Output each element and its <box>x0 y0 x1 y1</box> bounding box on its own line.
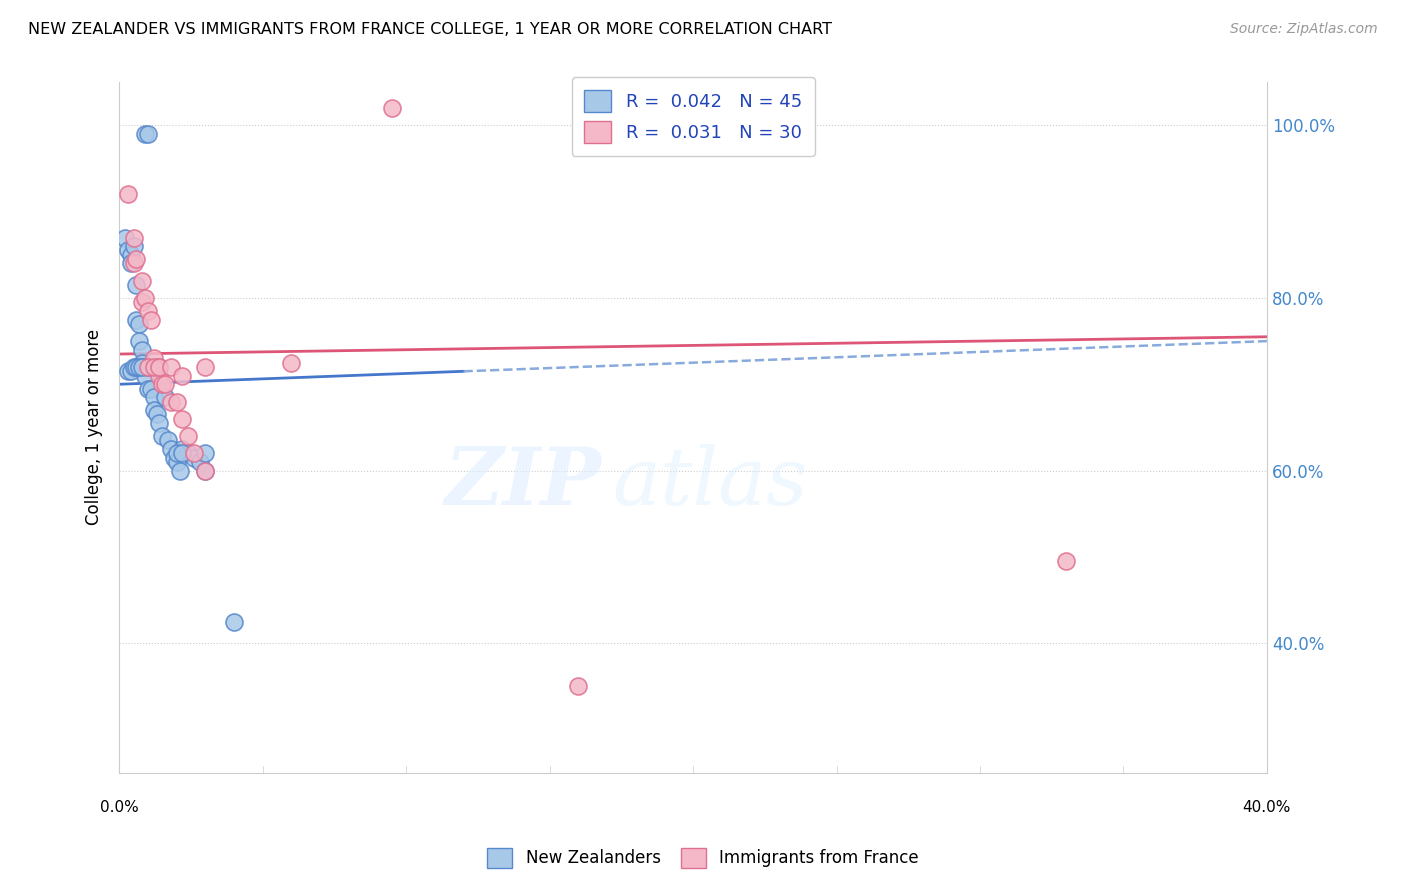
Point <box>134 368 156 383</box>
Point <box>125 312 148 326</box>
Point <box>172 442 194 456</box>
Point <box>114 230 136 244</box>
Point <box>148 416 170 430</box>
Point <box>169 464 191 478</box>
Point <box>128 317 150 331</box>
Point <box>194 359 217 374</box>
Point <box>148 359 170 374</box>
Point <box>163 450 186 465</box>
Point <box>134 127 156 141</box>
Point <box>142 351 165 366</box>
Point <box>125 359 148 374</box>
Point <box>122 256 145 270</box>
Point <box>148 359 170 374</box>
Point <box>142 359 165 374</box>
Point <box>194 446 217 460</box>
Point <box>157 434 180 448</box>
Point <box>177 446 200 460</box>
Text: 40.0%: 40.0% <box>1243 799 1291 814</box>
Point <box>166 394 188 409</box>
Point <box>160 359 183 374</box>
Y-axis label: College, 1 year or more: College, 1 year or more <box>86 329 103 525</box>
Text: Source: ZipAtlas.com: Source: ZipAtlas.com <box>1230 22 1378 37</box>
Point <box>172 411 194 425</box>
Point <box>131 359 153 374</box>
Point <box>150 377 173 392</box>
Point <box>136 359 159 374</box>
Point <box>172 446 194 460</box>
Point <box>131 274 153 288</box>
Point <box>139 382 162 396</box>
Point <box>122 239 145 253</box>
Point <box>131 343 153 357</box>
Point <box>117 364 139 378</box>
Point <box>153 390 176 404</box>
Point <box>172 368 194 383</box>
Point <box>139 312 162 326</box>
Point <box>1054 554 1077 568</box>
Point <box>145 408 167 422</box>
Point <box>148 368 170 383</box>
Point <box>280 356 302 370</box>
Text: atlas: atlas <box>613 444 808 522</box>
Point <box>122 230 145 244</box>
Text: 0.0%: 0.0% <box>100 799 139 814</box>
Point <box>134 359 156 374</box>
Legend: New Zealanders, Immigrants from France: New Zealanders, Immigrants from France <box>481 841 925 875</box>
Point <box>131 356 153 370</box>
Point <box>381 101 404 115</box>
Point <box>183 450 205 465</box>
Point <box>134 291 156 305</box>
Point <box>122 359 145 374</box>
Point <box>136 359 159 374</box>
Point <box>160 442 183 456</box>
Point <box>136 382 159 396</box>
Point <box>120 256 142 270</box>
Point <box>125 252 148 266</box>
Point <box>136 127 159 141</box>
Point <box>125 277 148 292</box>
Point <box>177 429 200 443</box>
Point <box>142 390 165 404</box>
Point <box>183 446 205 460</box>
Point <box>166 446 188 460</box>
Legend: R =  0.042   N = 45, R =  0.031   N = 30: R = 0.042 N = 45, R = 0.031 N = 30 <box>572 78 814 156</box>
Point <box>128 359 150 374</box>
Point <box>150 429 173 443</box>
Point <box>128 334 150 348</box>
Point <box>194 464 217 478</box>
Point <box>222 615 245 629</box>
Text: ZIP: ZIP <box>444 444 602 522</box>
Point <box>188 455 211 469</box>
Point <box>120 248 142 262</box>
Point <box>117 244 139 258</box>
Point <box>131 295 153 310</box>
Point <box>145 359 167 374</box>
Point <box>567 679 589 693</box>
Point <box>166 455 188 469</box>
Point <box>153 377 176 392</box>
Point <box>120 364 142 378</box>
Point <box>194 464 217 478</box>
Point <box>136 304 159 318</box>
Point <box>142 403 165 417</box>
Point <box>160 394 183 409</box>
Text: NEW ZEALANDER VS IMMIGRANTS FROM FRANCE COLLEGE, 1 YEAR OR MORE CORRELATION CHAR: NEW ZEALANDER VS IMMIGRANTS FROM FRANCE … <box>28 22 832 37</box>
Point <box>117 187 139 202</box>
